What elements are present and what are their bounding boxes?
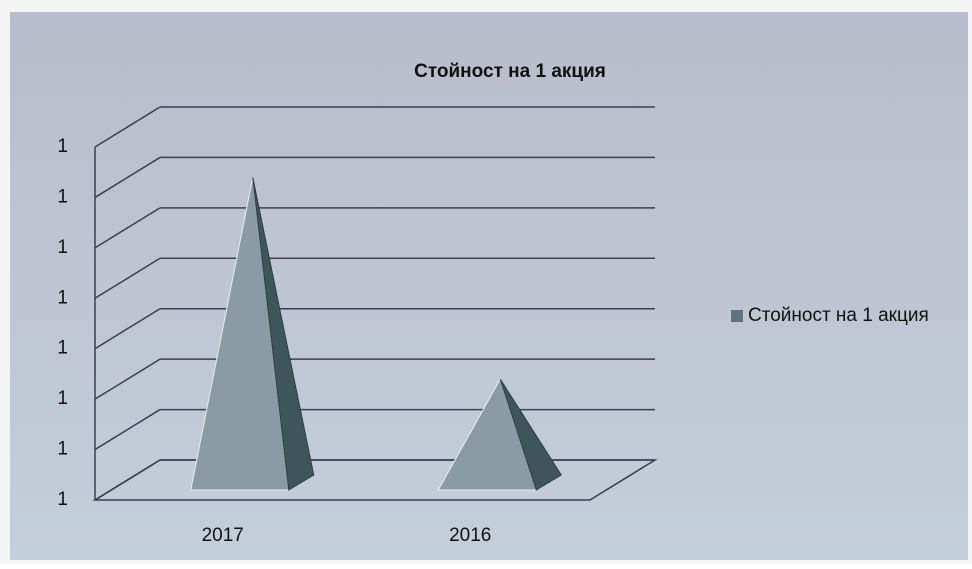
wall-grid-line (94, 156, 161, 199)
wall-grid-line (94, 106, 161, 148)
y-tick-label: 1 (57, 439, 68, 460)
x-tick-label: 2016 (449, 525, 491, 546)
pyramid-side (252, 177, 315, 491)
legend-label: Стойност на 1 акция (748, 305, 929, 326)
legend-swatch (731, 310, 743, 322)
y-tick-label: 1 (57, 287, 68, 308)
wall-grid-line (94, 358, 161, 400)
chart-title: Стойност на 1 акция (414, 61, 606, 82)
y-tick-label: 1 (57, 338, 68, 359)
wall-grid-line (94, 207, 161, 249)
x-tick-label: 2017 (202, 525, 244, 546)
wall-grid-line (94, 308, 161, 350)
y-tick-label: 1 (57, 388, 68, 409)
wall-grid-line (94, 408, 161, 451)
pyramid-side (499, 378, 562, 491)
wall-grid-line (94, 257, 161, 299)
wall-grid-line (94, 459, 161, 501)
y-tick-label: 1 (57, 186, 68, 207)
y-tick-label: 1 (57, 489, 68, 510)
y-tick-label: 1 (57, 237, 68, 258)
y-tick-label: 1 (57, 136, 68, 157)
